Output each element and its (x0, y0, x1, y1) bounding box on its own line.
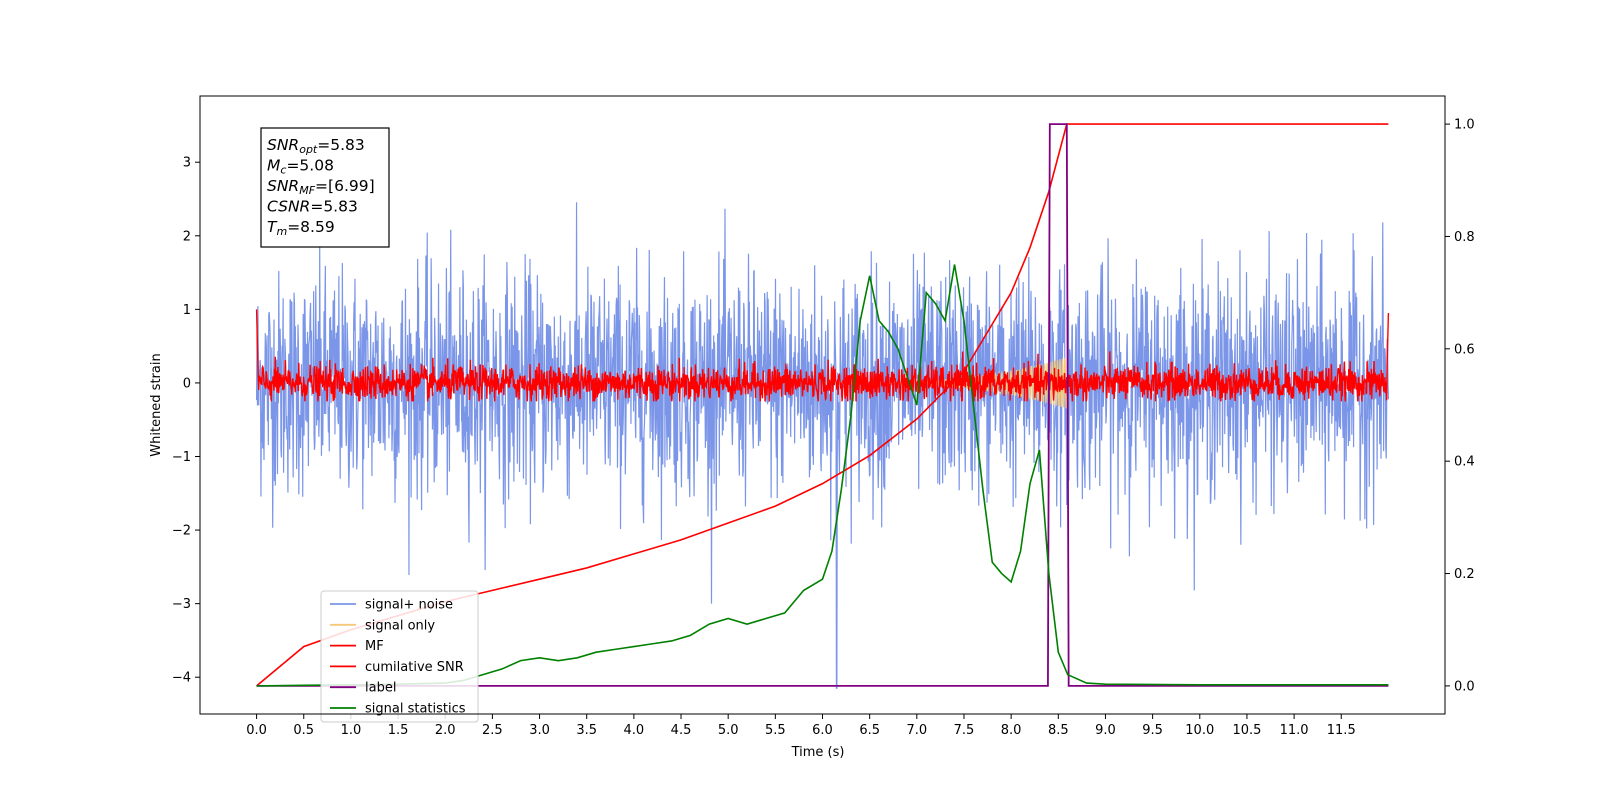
legend-entry: signal+ noise (365, 598, 453, 613)
y-right-tick-label: 0.8 (1454, 230, 1475, 245)
x-tick-label: 0.5 (293, 723, 314, 738)
legend: signal+ noise signal only MF cumilative SNR… (320, 590, 479, 723)
series-signal-statistics (256, 264, 1389, 687)
x-tick-label: 8.0 (1001, 723, 1022, 738)
x-tick-label: 6.0 (812, 723, 833, 738)
series-label (256, 123, 1389, 687)
legend-entry: cumilative SNR (365, 660, 464, 675)
legend-entry: MF (365, 639, 384, 654)
y-axis-label: Whitened strain (149, 353, 164, 456)
x-tick-label: 8.5 (1048, 723, 1069, 738)
x-tick-label: 9.5 (1142, 723, 1163, 738)
annotation-line: Tm=8.59 (267, 218, 335, 238)
x-tick-label: 1.0 (341, 723, 362, 738)
x-tick-label: 2.0 (435, 723, 456, 738)
x-tick-label: 7.5 (954, 723, 975, 738)
annotation-frame (260, 127, 390, 248)
x-tick-label: 10.5 (1232, 723, 1261, 738)
y-left-tick-label: 1 (183, 303, 191, 318)
y-left-tick-label: −4 (172, 671, 191, 686)
axis-ticks: 0.0 0.5 1.0 1.5 2.0 2.5 3.0 3.5 4.0 4.5 5.0 5.5 6.0 6… (172, 118, 1475, 738)
y-right-tick-label: 0.6 (1454, 342, 1475, 357)
series-mf (255, 309, 1390, 402)
y-right-tick-label: 0.0 (1454, 679, 1475, 694)
x-tick-label: 2.5 (482, 723, 503, 738)
x-tick-label: 3.0 (529, 723, 550, 738)
x-tick-label: 4.0 (624, 723, 645, 738)
x-tick-label: 5.5 (765, 723, 786, 738)
x-tick-label: 4.5 (671, 723, 692, 738)
legend-entry: signal statistics (365, 702, 466, 717)
y-right-tick-label: 0.4 (1454, 455, 1475, 470)
y-left-tick-label: −3 (172, 597, 191, 612)
y-left-tick-label: 2 (183, 229, 191, 244)
x-tick-label: 5.0 (718, 723, 739, 738)
annotation-line: CSNR=5.83 (267, 198, 358, 216)
x-tick-label: 11.0 (1280, 723, 1309, 738)
x-tick-label: 0.0 (246, 723, 267, 738)
plot-frame (199, 95, 1446, 715)
y-left-tick-label: 0 (183, 376, 191, 391)
x-tick-label: 6.5 (859, 723, 880, 738)
legend-entry: label (365, 681, 396, 696)
y-right-tick-label: 0.2 (1454, 567, 1475, 582)
y-left-tick-label: −1 (172, 450, 191, 465)
y-right-tick-label: 1.0 (1454, 118, 1475, 133)
y-left-tick-label: −2 (172, 524, 191, 539)
x-tick-label: 9.0 (1095, 723, 1116, 738)
annotation-line: SNRopt=5.83 (267, 136, 365, 156)
legend-entry: signal only (365, 618, 435, 633)
x-tick-label: 3.5 (576, 723, 597, 738)
series-signal-noise (255, 202, 1390, 689)
x-axis-label: Time (s) (791, 745, 845, 760)
legend-frame (320, 590, 479, 723)
annotation-line: SNRMF=[6.99] (267, 177, 375, 197)
y-left-tick-label: 3 (183, 156, 191, 171)
x-tick-label: 1.5 (388, 723, 409, 738)
annotation-line: Mc=5.08 (267, 157, 334, 177)
x-tick-label: 7.0 (906, 723, 927, 738)
x-tick-label: 10.0 (1185, 723, 1214, 738)
x-tick-label: 11.5 (1327, 723, 1356, 738)
